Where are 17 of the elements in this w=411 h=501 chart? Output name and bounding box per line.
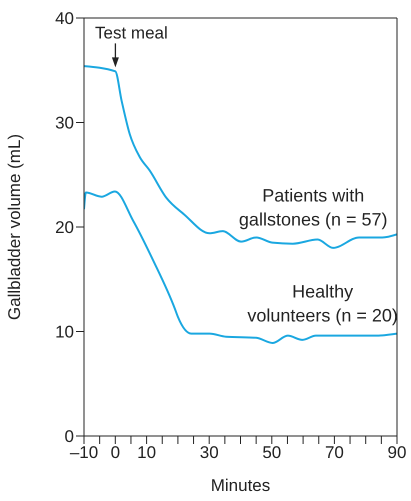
x-axis-title: Minutes [210, 476, 270, 495]
y-tick-label: 40 [55, 9, 74, 28]
annotation: Test meal [95, 23, 168, 42]
x-tick-label: 90 [388, 443, 406, 462]
line-series [84, 190, 397, 344]
series-label: Healthy volunteers (n = 20) [247, 282, 398, 326]
x-tick-label: 70 [324, 443, 344, 462]
x-tick-label: 0 [110, 443, 120, 462]
x-tick-label: 50 [262, 443, 282, 462]
y-axis-title: Gallbladder volume (mL) [5, 134, 24, 320]
y-tick-label: 30 [55, 114, 74, 133]
y-tick-label: 20 [55, 218, 74, 238]
line-series [84, 65, 397, 249]
y-tick-label: 10 [55, 322, 74, 342]
x-tick-label: 30 [200, 443, 219, 462]
x-tick-label: 10 [137, 443, 156, 462]
series-label: Patients with gallstones (n = 57) [238, 185, 388, 230]
